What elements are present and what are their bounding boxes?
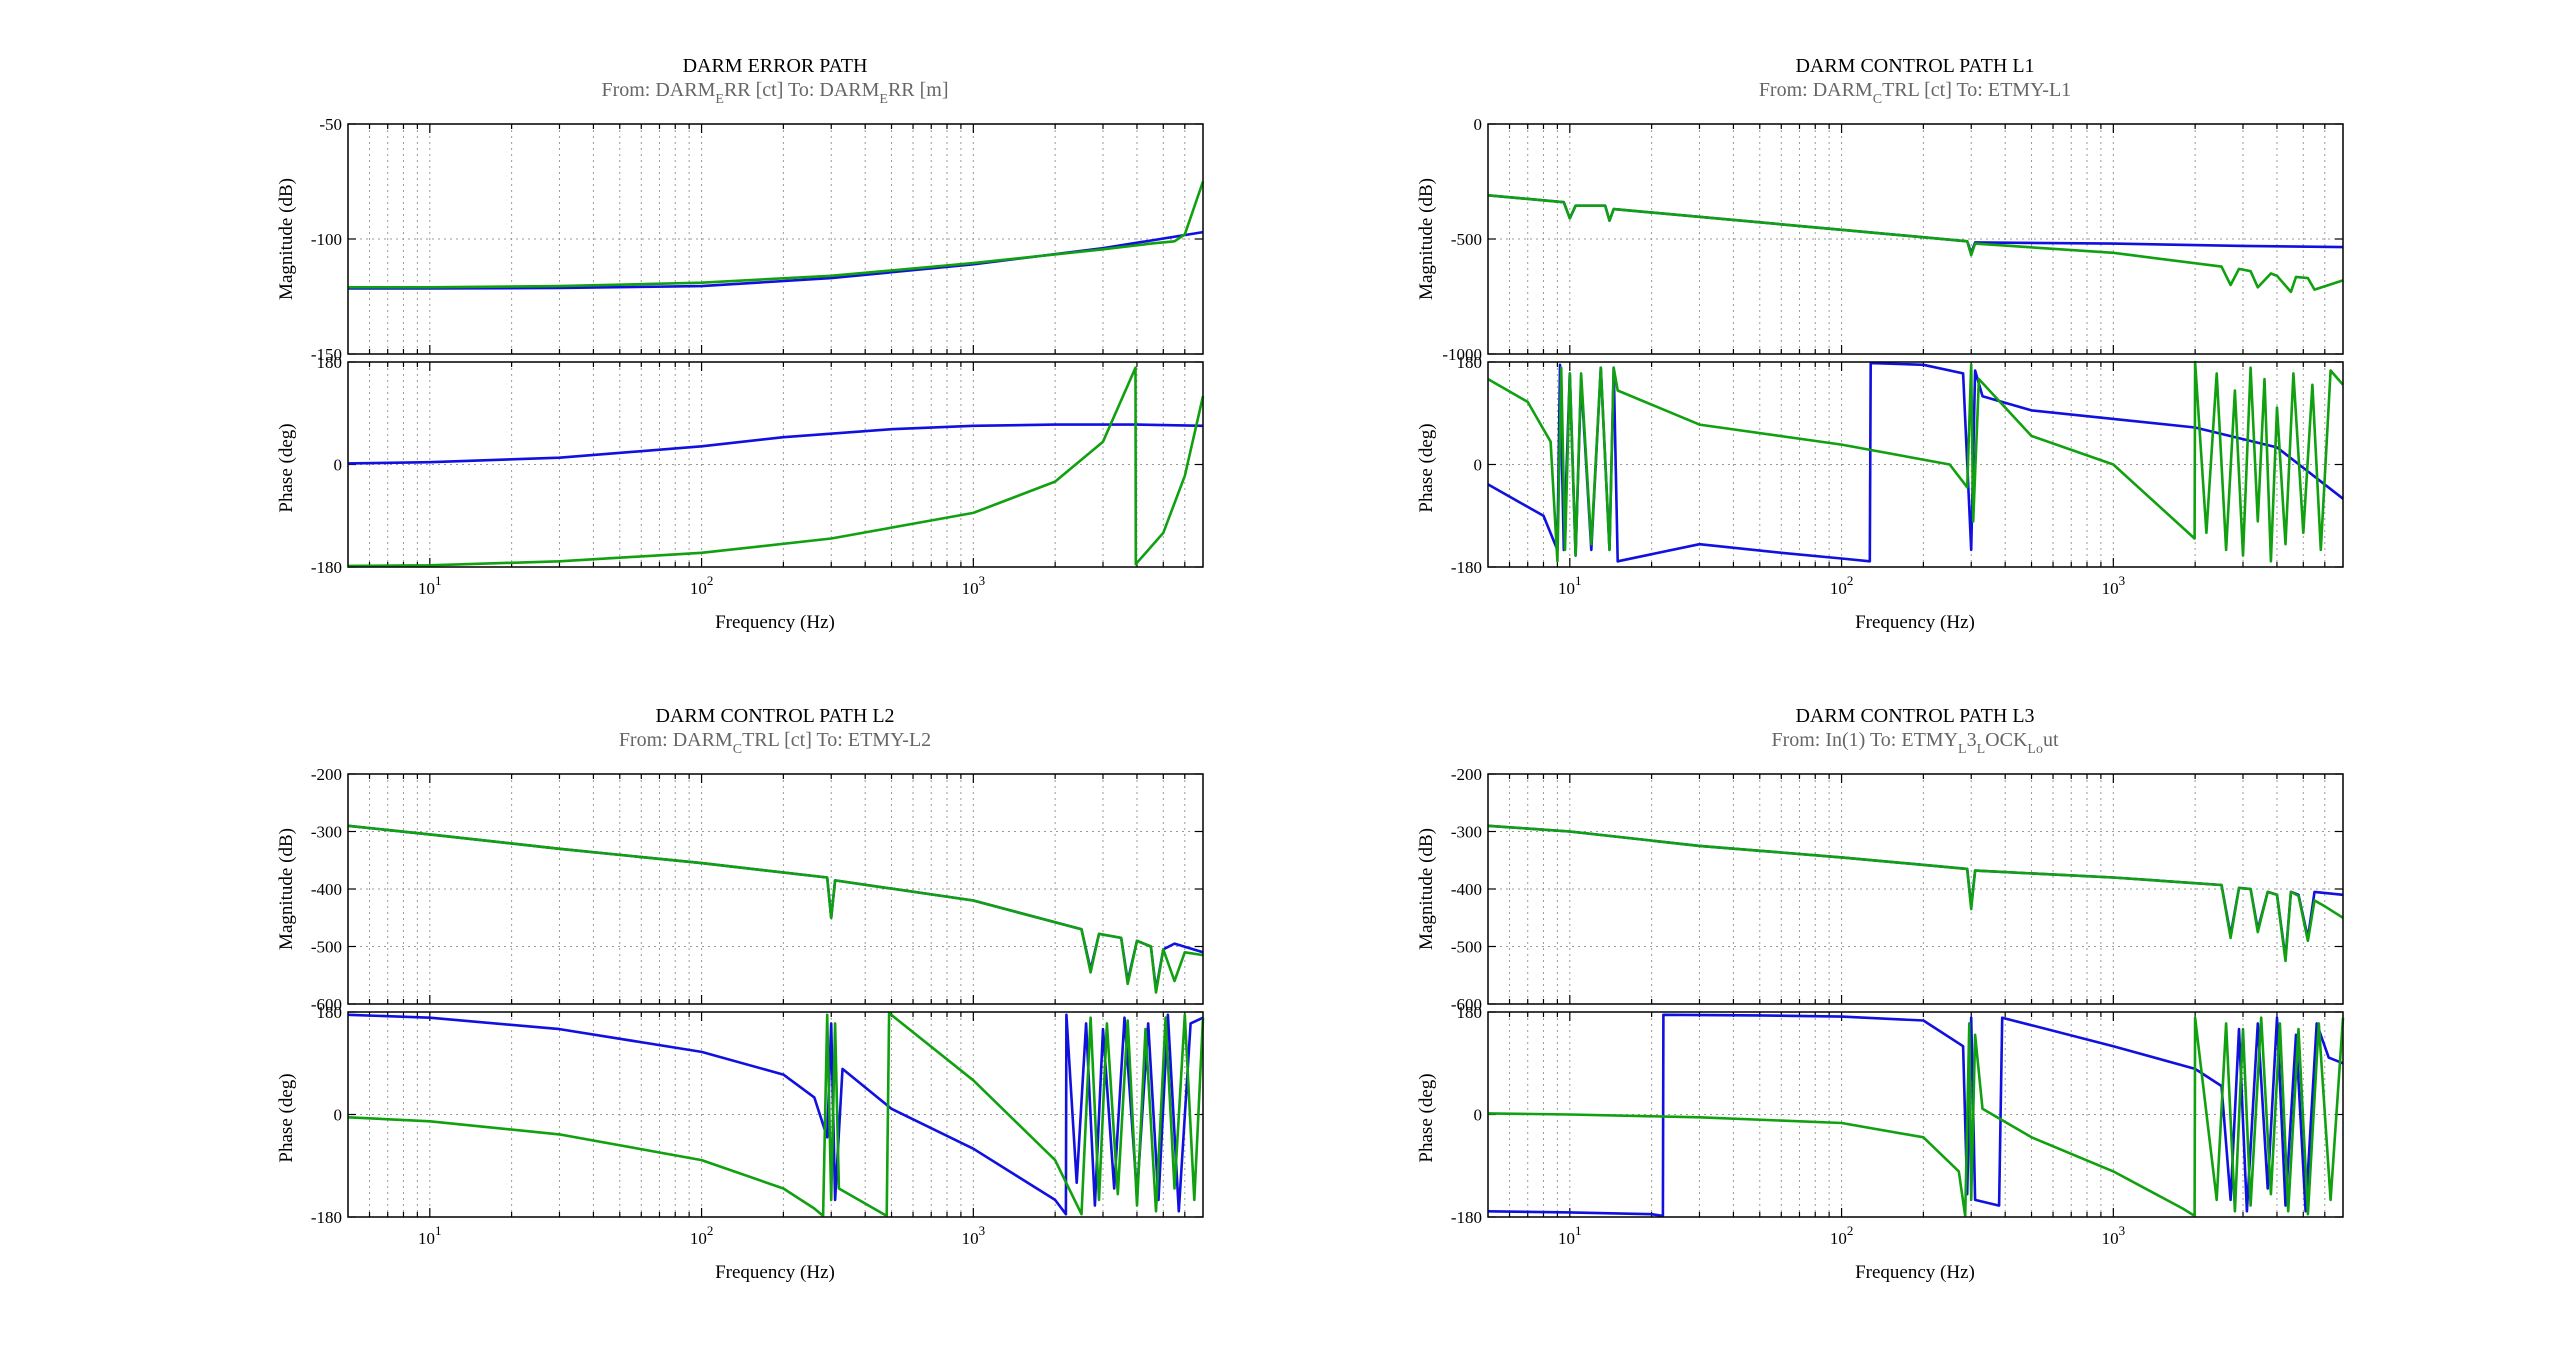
- phase-series-green: [347, 366, 1205, 568]
- magnitude-axis-label: Magnitude (dB): [276, 178, 297, 300]
- y-tick-label: 180: [1457, 1003, 1483, 1022]
- y-tick-label: -180: [311, 1208, 342, 1227]
- x-tick-label: 103: [2102, 1223, 2126, 1248]
- bode-panel-darm-control-path-l2: DARM CONTROL PATH L2 From: DARMCTRL [ct]…: [276, 705, 1205, 1283]
- panel-subtitle: From: DARMCTRL [ct] To: ETMY-L1: [1759, 79, 2071, 107]
- phase-axis-label: Phase (deg): [1416, 1073, 1437, 1162]
- panel-subtitle: From: In(1) To: ETMYL3LOCKLout: [1771, 729, 2058, 757]
- x-tick-label: 102: [690, 573, 714, 598]
- y-tick-label: -400: [311, 880, 342, 899]
- x-tick-label: 103: [962, 1223, 986, 1248]
- magnitude-axes: -150 -100 -50: [311, 115, 1205, 364]
- phase-axis-label: Phase (deg): [276, 1073, 297, 1162]
- phase-axes: -180 0 180: [1451, 353, 2344, 577]
- y-tick-label: -200: [311, 765, 342, 784]
- x-tick-label: 102: [1830, 573, 1854, 598]
- phase-axis-label: Phase (deg): [1416, 423, 1437, 512]
- x-tick-label: 101: [1558, 573, 1582, 598]
- y-tick-label: -200: [1451, 765, 1482, 784]
- y-tick-label: -300: [1451, 823, 1482, 842]
- magnitude-axes-border: [347, 773, 1204, 1005]
- y-tick-label: 0: [334, 456, 343, 475]
- y-tick-label: -1000: [1442, 345, 1482, 364]
- phase-axes-border: [1487, 1011, 2344, 1218]
- panel-title: DARM CONTROL PATH L1: [1795, 55, 2034, 77]
- magnitude-series-green: [1487, 194, 2344, 294]
- phase-axes-border: [1487, 361, 2344, 568]
- magnitude-axis-label: Magnitude (dB): [276, 828, 297, 950]
- phase-axes-border: [347, 361, 1204, 568]
- x-tick-label: 101: [418, 1223, 442, 1248]
- phase-series-blue: [347, 1013, 1204, 1216]
- y-tick-label: -400: [1451, 880, 1482, 899]
- x-axis-label: Frequency (Hz): [1855, 612, 1975, 633]
- y-tick-label: -50: [319, 115, 342, 134]
- y-tick-label: 0: [334, 1106, 343, 1125]
- y-tick-label: -300: [311, 823, 342, 842]
- magnitude-series-green: [1487, 824, 2344, 963]
- y-tick-label: -150: [311, 345, 342, 364]
- magnitude-axis-label: Magnitude (dB): [1416, 828, 1437, 950]
- x-tick-label: 103: [962, 573, 986, 598]
- phase-series-green: [1487, 1016, 2345, 1218]
- x-tick-label: 102: [1830, 1223, 1854, 1248]
- y-tick-label: 180: [317, 1003, 343, 1022]
- magnitude-axes: -600 -500 -400 -300 -200: [311, 765, 1204, 1014]
- phase-axes: -180 0 180: [311, 353, 1205, 577]
- y-tick-label: 180: [1457, 353, 1483, 372]
- phase-axes-border: [347, 1011, 1204, 1218]
- x-tick-label: 101: [418, 573, 442, 598]
- magnitude-axes-border: [1487, 123, 2344, 355]
- y-tick-label: -500: [1451, 230, 1482, 249]
- bode-panel-darm-control-path-l3: DARM CONTROL PATH L3 From: In(1) To: ETM…: [1416, 705, 2345, 1283]
- magnitude-axis-label: Magnitude (dB): [1416, 178, 1437, 300]
- x-axis-label: Frequency (Hz): [1855, 1262, 1975, 1283]
- magnitude-series-green: [347, 824, 1204, 994]
- y-tick-label: -500: [1451, 938, 1482, 957]
- magnitude-axes: -600 -500 -400 -300 -200: [1451, 765, 2344, 1014]
- y-tick-label: -180: [311, 558, 342, 577]
- phase-series-green: [347, 1011, 1205, 1218]
- y-tick-label: -180: [1451, 558, 1482, 577]
- bode-panel-darm-control-path-l1: DARM CONTROL PATH L1 From: DARMCTRL [ct]…: [1416, 55, 2344, 633]
- x-tick-label: 102: [690, 1223, 714, 1248]
- y-tick-label: -500: [311, 938, 342, 957]
- panel-subtitle: From: DARMERR [ct] To: DARMERR [m]: [601, 79, 948, 107]
- panel-subtitle: From: DARMCTRL [ct] To: ETMY-L2: [619, 729, 931, 757]
- magnitude-series-green: [348, 181, 1205, 289]
- phase-axis-label: Phase (deg): [276, 423, 297, 512]
- x-axis-label: Frequency (Hz): [715, 612, 835, 633]
- magnitude-axes-border: [1487, 773, 2344, 1005]
- y-tick-label: -600: [1451, 995, 1482, 1014]
- phase-axes: -180 0 180: [1451, 1003, 2345, 1227]
- phase-series-green: [1487, 360, 2344, 563]
- y-tick-label: -100: [311, 230, 342, 249]
- x-tick-label: 101: [1558, 1223, 1582, 1248]
- y-tick-label: 0: [1474, 115, 1483, 134]
- bode-panel-darm-error-path: DARM ERROR PATH From: DARMERR [ct] To: D…: [276, 55, 1205, 633]
- y-tick-label: -180: [1451, 1208, 1482, 1227]
- phase-axes: -180 0 180: [311, 1003, 1205, 1227]
- y-tick-label: 0: [1474, 456, 1483, 475]
- x-axis-label: Frequency (Hz): [715, 1262, 835, 1283]
- x-tick-label: 103: [2102, 573, 2126, 598]
- y-tick-label: -600: [311, 995, 342, 1014]
- panel-title: DARM CONTROL PATH L3: [1795, 705, 2034, 727]
- y-tick-label: 0: [1474, 1106, 1483, 1125]
- panel-title: DARM ERROR PATH: [683, 55, 868, 77]
- magnitude-axes: -1000 -500 0: [1442, 115, 2344, 364]
- panel-title: DARM CONTROL PATH L2: [655, 705, 894, 727]
- y-tick-label: 180: [317, 353, 343, 372]
- magnitude-axes-border: [347, 123, 1204, 355]
- phase-series-blue: [347, 423, 1204, 465]
- phase-series-blue: [1487, 1013, 2344, 1218]
